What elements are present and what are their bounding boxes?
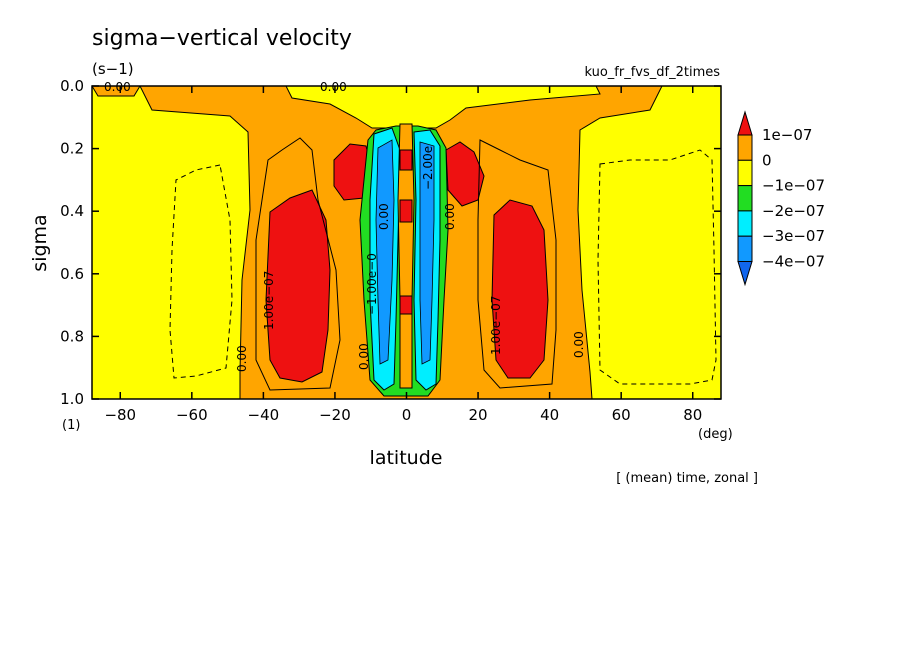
contour-label-11: −2.00e xyxy=(421,146,435,190)
equator-strip xyxy=(397,123,415,389)
contour-label-5: 1.00e−07 xyxy=(262,271,276,330)
y-tick-label: 0.0 xyxy=(60,77,84,95)
orange-top-left xyxy=(92,86,141,97)
colorbar-swatch xyxy=(737,134,753,161)
y-tick-label: 1.0 xyxy=(60,390,84,408)
y-unit-label: (1) xyxy=(62,418,80,433)
y-tick-label: 0.2 xyxy=(60,140,84,158)
contour-label-2: 0.00 xyxy=(320,80,347,94)
chart-title: sigma−vertical velocity xyxy=(92,26,352,51)
red-lobe-south xyxy=(265,189,331,383)
x-axis: −80 −60 −40 −20 0 20 40 60 80 xyxy=(104,86,702,424)
blue-core-north xyxy=(419,141,435,365)
colorbar-swatch xyxy=(737,185,753,212)
zero-contour-north xyxy=(477,139,557,389)
x-tick-label: 60 xyxy=(612,406,631,424)
dashed-contour-south xyxy=(169,164,233,379)
red-lobe-north xyxy=(491,199,549,379)
colorbar-label: −1e−07 xyxy=(762,177,825,195)
experiment-label: kuo_fr_fvs_df_2times xyxy=(584,65,720,80)
y-axis-title: sigma xyxy=(29,214,51,271)
footer-label: [ (mean) time, zonal ] xyxy=(616,471,758,486)
colorbar: 1e−07 0 −1e−07 −2e−07 −3e−07 −4e−07 xyxy=(737,110,825,287)
equator-red-top xyxy=(399,149,413,171)
colorbar-label: 1e−07 xyxy=(762,126,812,144)
y-axis: 0.0 0.2 0.4 0.6 0.8 1.0 xyxy=(60,77,721,408)
x-tick-label: −80 xyxy=(104,406,136,424)
colorbar-label: −3e−07 xyxy=(762,227,825,245)
colorbar-label: −2e−07 xyxy=(762,202,825,220)
x-tick-label: −20 xyxy=(319,406,351,424)
colorbar-swatch xyxy=(737,159,753,187)
colorbar-label: −4e−07 xyxy=(762,253,825,271)
x-axis-title: latitude xyxy=(370,447,443,469)
contour-label-8: 0.00 xyxy=(443,203,457,230)
zero-contour-south xyxy=(255,137,341,391)
x-tick-label: 0 xyxy=(402,406,412,424)
contour-label-1: 0.00 xyxy=(104,80,131,94)
contour-label-4: 0.00 xyxy=(572,331,586,358)
colorbar-swatch-bottom xyxy=(737,261,753,287)
y-tick-label: 0.4 xyxy=(60,202,84,220)
x-tick-label: 80 xyxy=(683,406,702,424)
colorbar-swatch xyxy=(737,235,753,262)
x-tick-label: −60 xyxy=(176,406,208,424)
contour-label-10: 0.00 xyxy=(377,203,391,230)
x-tick-label: −40 xyxy=(248,406,280,424)
colorbar-swatch-top xyxy=(737,110,753,136)
contour-label-6: 1.00e−07 xyxy=(489,296,503,355)
x-unit-label: (deg) xyxy=(698,427,733,442)
y-tick-label: 0.8 xyxy=(60,327,84,345)
dashed-contour-north xyxy=(597,149,717,385)
contour-label-3: 0.00 xyxy=(235,345,249,372)
units-label: (s−1) xyxy=(92,60,134,78)
equator-red-mid xyxy=(399,199,413,223)
contour-label-9: −1.00e−0 xyxy=(365,253,379,315)
blue-core-south xyxy=(375,139,395,365)
red-small-north xyxy=(445,141,485,207)
contour-labels: 0.00 0.00 0.00 0.00 1.00e−07 1.00e−07 0.… xyxy=(104,80,586,372)
contour-label-7: 0.00 xyxy=(357,343,371,370)
y-tick-label: 0.6 xyxy=(60,265,84,283)
colorbar-label: 0 xyxy=(762,151,772,169)
colorbar-swatch xyxy=(737,210,753,237)
x-tick-label: 40 xyxy=(540,406,559,424)
equator-red-low xyxy=(399,295,413,315)
plot-area xyxy=(92,86,721,399)
x-tick-label: 20 xyxy=(469,406,488,424)
